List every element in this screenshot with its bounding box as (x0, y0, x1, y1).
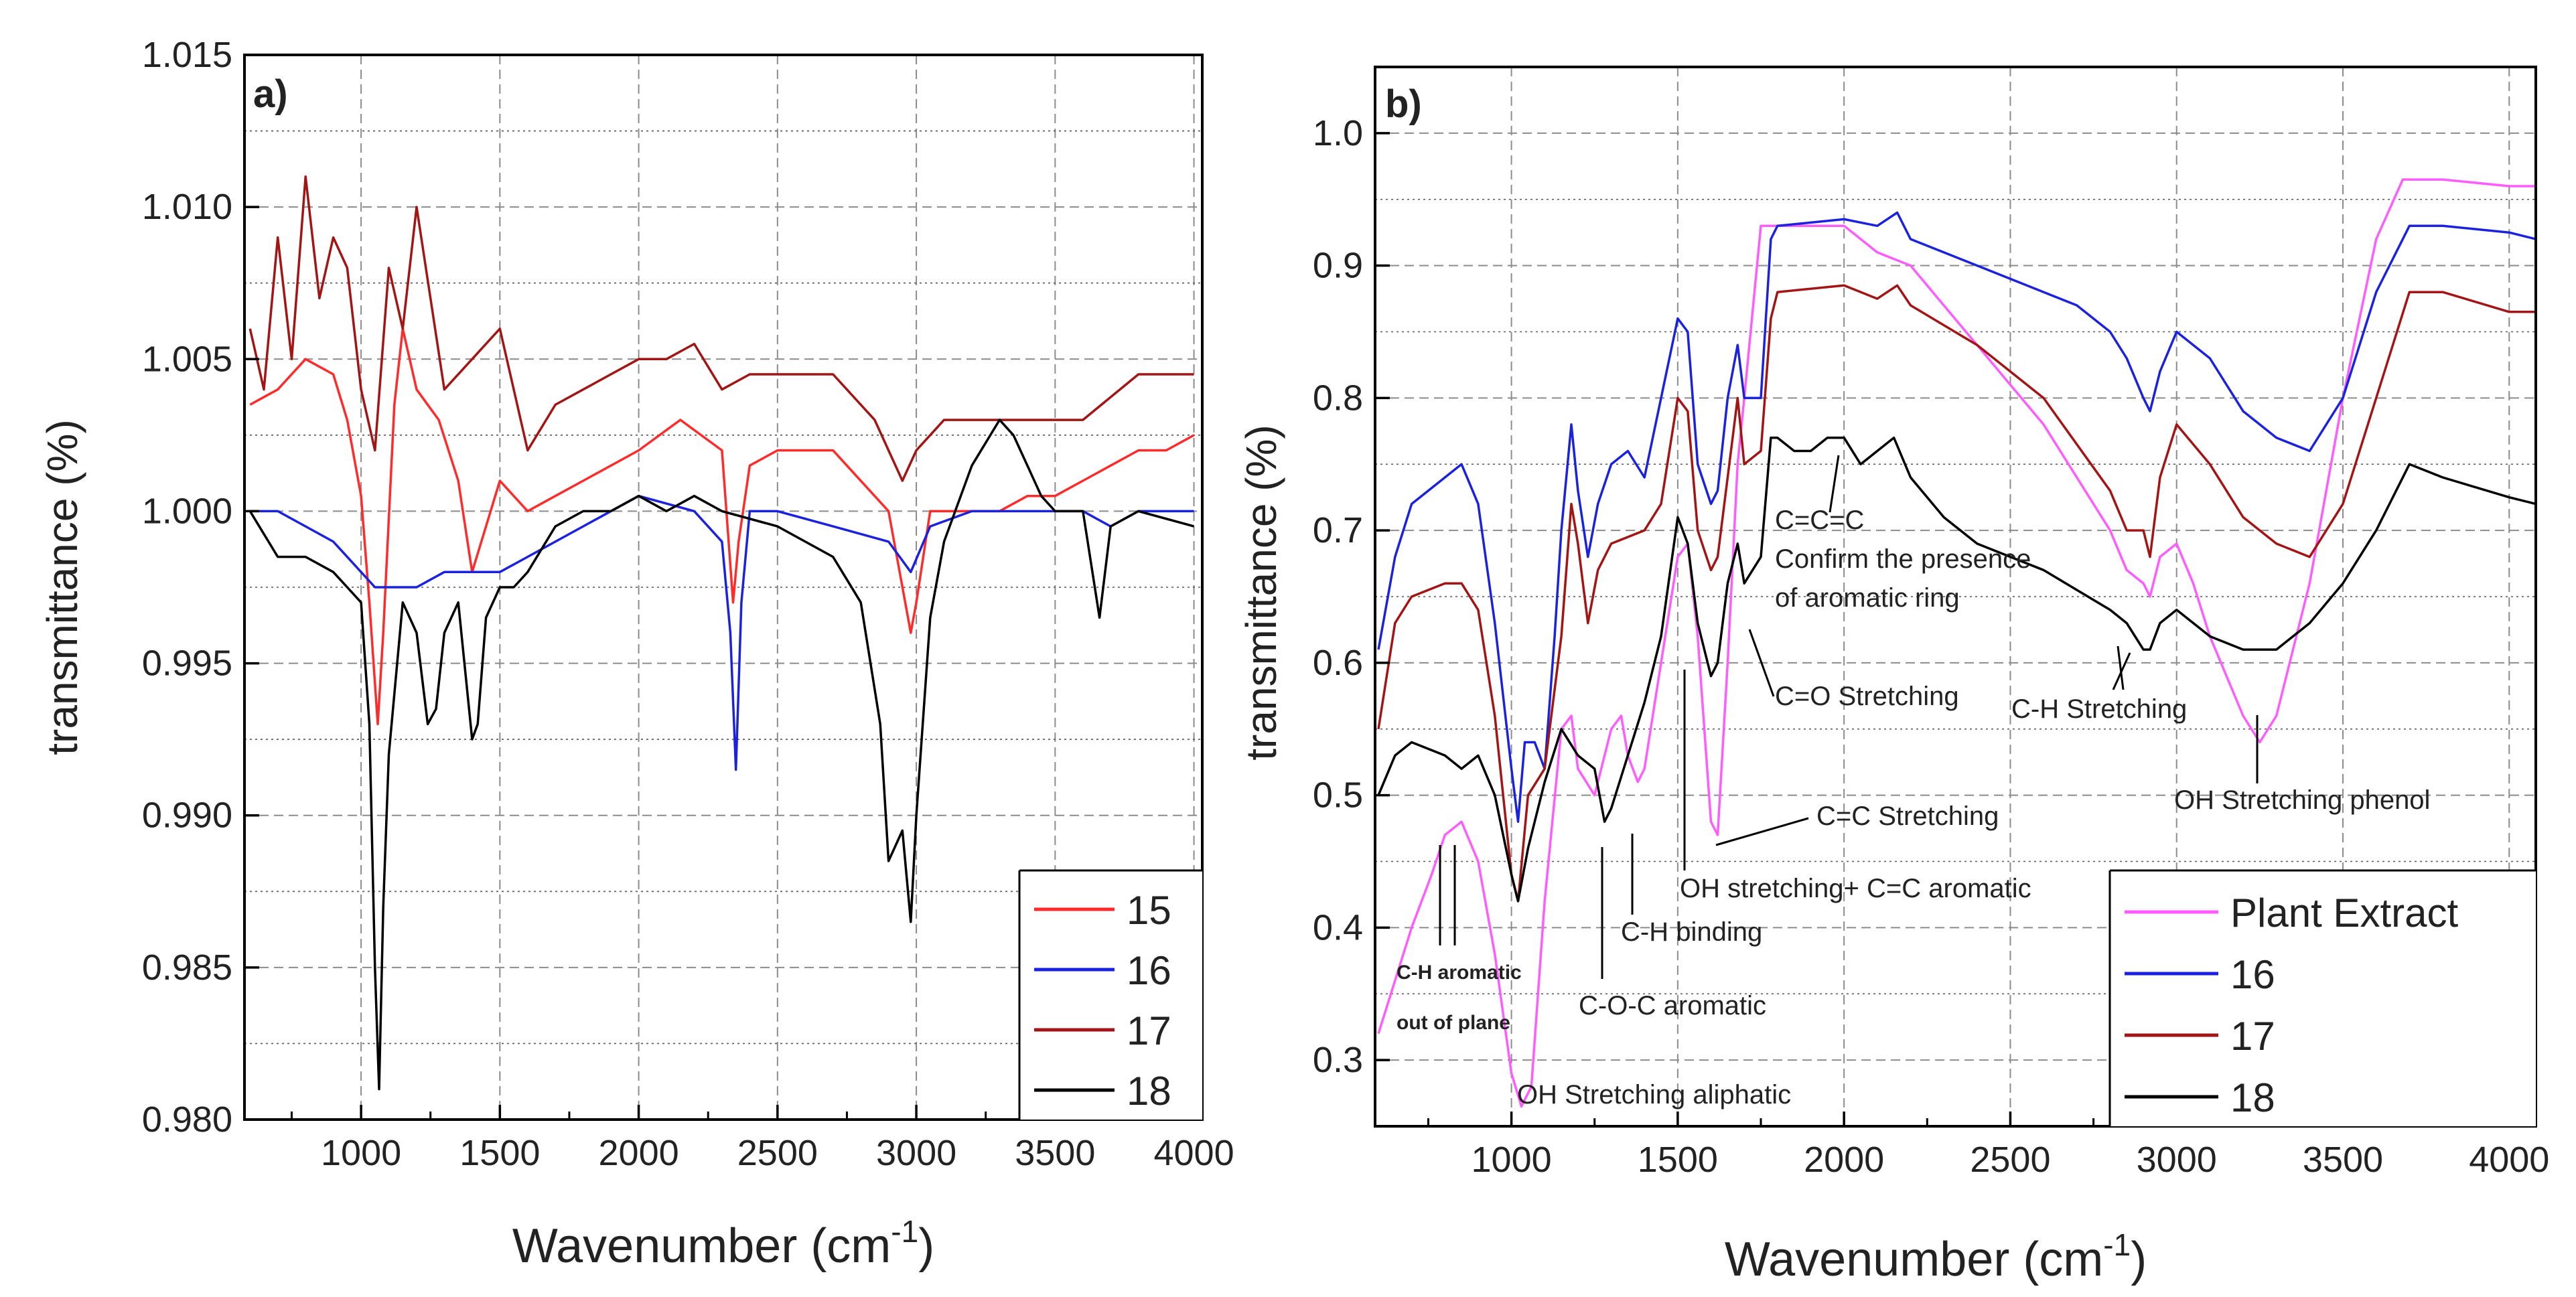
panel-a-series-line-17 (248, 175, 1194, 482)
panel-b-chart: 1000 1500 2000 2500 3000 3500 4000 0.3 0.4 0.5 0.6… (1237, 66, 2549, 1286)
panel-b-ticks: 1000 1500 2000 2500 3000 3500 4000 0.3 0.4 0.5 0.6… (1313, 113, 2549, 1180)
panel-b-annotation-leader (1715, 817, 1809, 846)
panel-a-y-axis-title: transmittance (%) (38, 419, 86, 755)
panel-b-annotation-label: of aromatic ring (1775, 583, 1960, 613)
panel-b-x-axis-title-close: ) (2131, 1233, 2147, 1286)
panel-a-y-tick-label: 1.010 (142, 187, 232, 227)
panel-b-x-tick-label: 2500 (1970, 1140, 2050, 1180)
panel-b-annotation-label: Confirm the presence (1775, 544, 2031, 574)
panel-a-x-tick-label: 3000 (876, 1133, 956, 1173)
panel-b-x-axis-title-main: Wavenumber (cm (1725, 1233, 2103, 1286)
panel-b-y-tick-label: 0.9 (1313, 246, 1363, 286)
panel-a-series-group (248, 175, 1195, 1091)
panel-b-y-tick-label: 0.5 (1313, 775, 1363, 816)
panel-a-series-line-16 (250, 494, 1194, 771)
panel-b-y-tick-label: 1.0 (1313, 113, 1363, 153)
panel-a-label: a) (253, 72, 288, 116)
panel-b-annotation-label: C=O Stretching (1775, 682, 1959, 711)
panel-b-legend-label: Plant Extract (2230, 891, 2458, 935)
panel-b-series-group (1377, 178, 2536, 1108)
panel-b-annotation-label: OH stretching+ C=C aromatic (1680, 874, 2031, 903)
panel-a-x-axis-title-main: Wavenumber (cm (512, 1219, 891, 1273)
panel-b-annotation-label: C-O-C aromatic (1579, 991, 1766, 1020)
panel-a-chart: 1000 1500 2000 2500 3000 3500 4000 0.980 0.985 0.… (38, 35, 1234, 1273)
panel-b-annotation-label: C-H Stretching (2011, 694, 2187, 724)
panel-b-y-tick-label: 0.3 (1313, 1040, 1363, 1080)
panel-a-y-tick-label: 1.015 (142, 35, 232, 75)
panel-a-y-tick-label: 0.985 (142, 947, 232, 988)
panel-b-x-tick-label: 2000 (1804, 1140, 1884, 1180)
panel-a-x-tick-label: 2000 (599, 1133, 679, 1173)
panel-b-x-axis-title-sup: -1 (2103, 1227, 2131, 1262)
panel-b-legend-label: 16 (2230, 952, 2275, 997)
panel-b-annotation-label: C-H aromatic (1397, 962, 1522, 984)
panel-a-x-axis-title: Wavenumber (cm-1) (512, 1214, 934, 1273)
panel-a-legend-label: 17 (1127, 1008, 1171, 1053)
panel-a-ticks: 1000 1500 2000 2500 3000 3500 4000 0.980 0.985 0.… (142, 35, 1234, 1173)
panel-a-series-line-15 (249, 327, 1195, 726)
panel-b-legend-label: 17 (2230, 1014, 2275, 1059)
panel-b-x-axis-title: Wavenumber (cm-1) (1725, 1227, 2147, 1286)
panel-b-series-line-16 (1377, 211, 2536, 823)
panel-b-annotation-label: C-H binding (1621, 917, 1762, 947)
panel-b-annotation-label: C=C Stretching (1816, 802, 1999, 831)
panel-b-legend-label: 18 (2230, 1075, 2275, 1120)
panel-b-annotations: C=C=C Confirm the presence of aromatic rin… (1397, 455, 2430, 1110)
panel-b-series-line-17 (1377, 284, 2536, 903)
panel-b-y-tick-label: 0.8 (1313, 378, 1363, 418)
panel-a-y-tick-label: 0.980 (142, 1099, 232, 1140)
panel-a-x-tick-label: 2500 (737, 1133, 818, 1173)
panel-a-y-tick-label: 0.990 (142, 795, 232, 836)
panel-b-annotation-leader (1829, 455, 1840, 513)
panel-b-x-tick-label: 1500 (1638, 1140, 1718, 1180)
panel-a-legend: 15 16 17 18 (1018, 869, 1202, 1120)
panel-b-annotation-leader (2117, 645, 2125, 690)
panel-a-x-tick-label: 1000 (321, 1133, 401, 1173)
panel-b-grid (1375, 67, 2536, 1126)
panel-a-series-line-18 (248, 418, 1195, 1091)
panel-b-label: b) (1385, 82, 1422, 126)
panel-a-x-axis-title-sup: -1 (891, 1214, 918, 1249)
panel-b-legend: Plant Extract 16 17 18 (2108, 869, 2536, 1126)
panel-b-annotation-label: out of plane (1397, 1012, 1510, 1034)
panel-b-y-tick-label: 0.7 (1313, 510, 1363, 550)
panel-b-x-tick-label: 4000 (2469, 1140, 2549, 1180)
panel-a-legend-label: 15 (1127, 888, 1171, 933)
panel-a-x-tick-label: 4000 (1153, 1133, 1234, 1173)
panel-a-legend-label: 18 (1127, 1069, 1171, 1114)
panel-b-y-axis-title: transmittance (%) (1237, 425, 1285, 760)
panel-a-y-tick-label: 1.000 (142, 491, 232, 531)
panel-b-annotation-label: C=C=C (1775, 506, 1864, 535)
panel-a-plot-frame (243, 54, 1204, 1121)
panel-b-y-tick-label: 0.6 (1313, 643, 1363, 683)
panel-a-x-axis-title-close: ) (918, 1219, 934, 1273)
panel-b-x-tick-label: 1000 (1472, 1140, 1552, 1180)
panel-a-y-tick-label: 1.005 (142, 339, 232, 379)
panel-b-x-tick-label: 3000 (2137, 1140, 2217, 1180)
panel-b-series-line-18 (1377, 436, 2536, 903)
panel-a-legend-label: 16 (1127, 948, 1171, 993)
panel-a-y-tick-label: 0.995 (142, 643, 232, 684)
panel-b-annotation-label: OH Stretching aliphatic (1517, 1080, 1791, 1110)
panel-b-annotation-leader (1748, 629, 1775, 697)
panel-b-annotation-label: OH Stretching phenol (2174, 785, 2430, 815)
panel-a-x-tick-label: 1500 (459, 1133, 540, 1173)
panel-a-x-tick-label: 3500 (1015, 1133, 1095, 1173)
panel-a-legend-box (1019, 870, 1202, 1120)
panel-b-plot-frame (1374, 66, 2537, 1128)
panel-b-y-tick-label: 0.4 (1313, 907, 1363, 947)
panel-b-x-tick-label: 3500 (2303, 1140, 2383, 1180)
